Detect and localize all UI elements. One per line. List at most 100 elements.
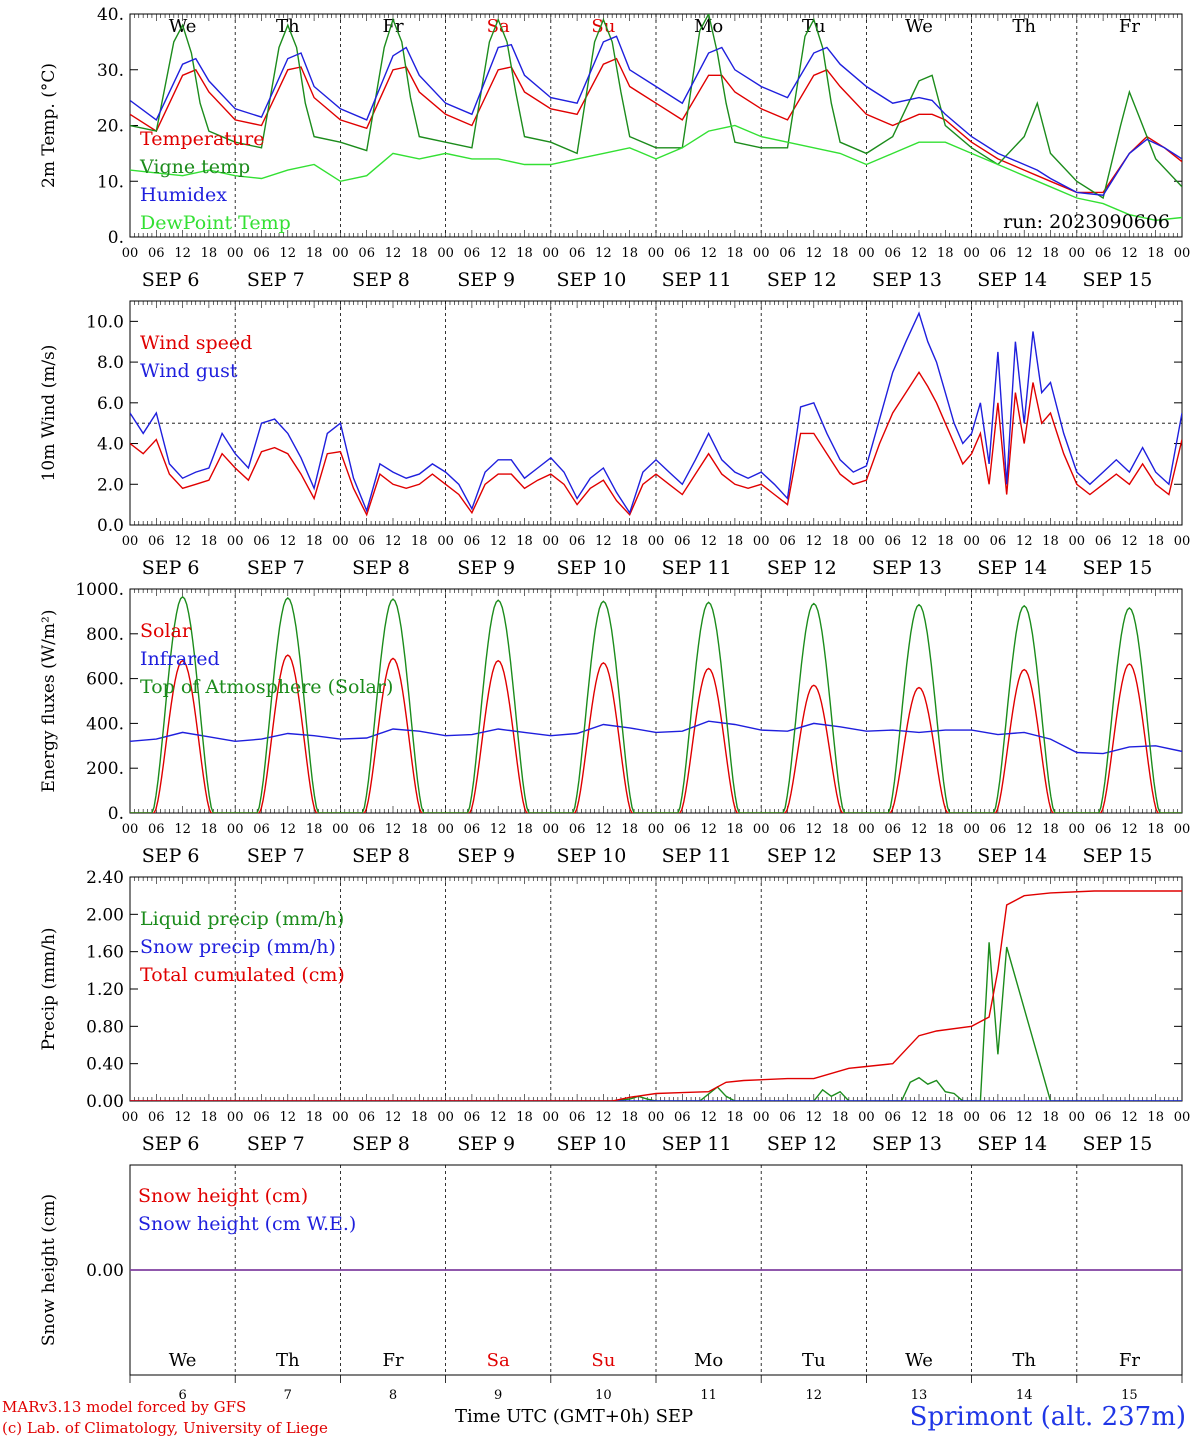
day-number-label: 6 xyxy=(178,1388,186,1403)
hour-tick-label: 18 xyxy=(727,246,744,261)
hour-tick-label: 12 xyxy=(280,534,297,549)
hour-tick-label: 18 xyxy=(832,1110,849,1125)
date-label: SEP 14 xyxy=(977,269,1047,291)
hour-tick-label: 06 xyxy=(253,534,270,549)
date-label: SEP 14 xyxy=(977,845,1047,867)
y-tick-label: 1.20 xyxy=(86,980,124,1000)
hour-tick-label: 12 xyxy=(595,822,612,837)
series-line-wind-gust xyxy=(130,311,1182,515)
date-label: SEP 13 xyxy=(872,845,942,867)
x-axis-title: Time UTC (GMT+0h) SEP xyxy=(455,1406,694,1427)
y-tick-label: 400. xyxy=(86,714,124,734)
date-label: SEP 8 xyxy=(352,845,410,867)
hour-tick-label: 00 xyxy=(963,534,980,549)
series-line-infrared xyxy=(130,720,1182,755)
date-label: SEP 9 xyxy=(457,557,515,579)
y-axis-label: 10m Wind (m/s) xyxy=(39,345,59,482)
hour-tick-label: 00 xyxy=(122,1110,139,1125)
hour-tick-label: 00 xyxy=(1069,534,1086,549)
day-number-label: 8 xyxy=(389,1388,397,1403)
y-tick-label: 40. xyxy=(97,5,124,25)
hour-tick-label: 00 xyxy=(753,1110,770,1125)
series-line-temperature xyxy=(130,57,1182,194)
hour-tick-label: 12 xyxy=(911,246,928,261)
day-number-label: 14 xyxy=(1016,1388,1033,1403)
hour-tick-label: 06 xyxy=(148,246,165,261)
hour-tick-label: 18 xyxy=(1042,534,1059,549)
date-label: SEP 10 xyxy=(556,269,626,291)
hour-tick-label: 12 xyxy=(385,822,402,837)
y-tick-label: 1.60 xyxy=(86,943,124,963)
weekday-label: Sa xyxy=(487,16,510,37)
hour-tick-label: 00 xyxy=(437,246,454,261)
hour-tick-label: 12 xyxy=(911,822,928,837)
series-line-top-of-atmosphere-solar xyxy=(130,595,1182,813)
hour-tick-label: 00 xyxy=(753,246,770,261)
hour-tick-label: 06 xyxy=(884,246,901,261)
weekday-label: We xyxy=(905,16,933,37)
y-tick-label: 4.0 xyxy=(97,435,124,455)
hour-tick-label: 12 xyxy=(1016,822,1033,837)
weekday-label: Th xyxy=(276,1350,300,1371)
hour-tick-label: 00 xyxy=(1069,822,1086,837)
legend-entry: DewPoint Temp xyxy=(140,212,291,234)
date-label: SEP 14 xyxy=(977,557,1047,579)
y-tick-label: 0.40 xyxy=(86,1055,124,1075)
day-number-label: 11 xyxy=(700,1388,717,1403)
y-tick-label: 6.0 xyxy=(97,394,124,414)
weekday-label: Tu xyxy=(802,1350,826,1371)
hour-tick-label: 06 xyxy=(1095,1110,1112,1125)
chart-snow: 0.00 Snow height (cm) 6 7 8 9 10 11 12 13 14 15 We Th… xyxy=(39,1164,1183,1403)
date-label: SEP 12 xyxy=(767,845,837,867)
hour-tick-label: 18 xyxy=(1147,246,1164,261)
weekday-label: Su xyxy=(591,16,615,37)
hour-tick-label: 00 xyxy=(1174,822,1191,837)
hour-tick-label: 00 xyxy=(963,246,980,261)
hour-tick-label: 00 xyxy=(227,534,244,549)
hour-tick-label: 06 xyxy=(990,534,1007,549)
y-tick-label: 2.0 xyxy=(97,475,124,495)
hour-tick-label: 00 xyxy=(1174,1110,1191,1125)
hour-tick-label: 00 xyxy=(1174,246,1191,261)
hour-tick-label: 06 xyxy=(779,1110,796,1125)
series-line-vigne-temp xyxy=(130,14,1182,200)
hour-tick-label: 00 xyxy=(648,534,665,549)
series-line-dewpoint-temp xyxy=(130,124,1182,222)
hour-tick-label: 12 xyxy=(1016,1110,1033,1125)
date-label: SEP 9 xyxy=(457,1133,515,1155)
hour-tick-label: 18 xyxy=(621,534,638,549)
y-tick-label: 8.0 xyxy=(97,353,124,373)
hour-tick-label: 12 xyxy=(174,822,191,837)
weekday-label: Su xyxy=(591,1350,615,1371)
date-label: SEP 15 xyxy=(1082,269,1152,291)
legend-entry: Humidex xyxy=(140,184,227,206)
y-tick-label: 2.00 xyxy=(86,905,124,925)
date-label: SEP 7 xyxy=(247,1133,305,1155)
y-tick-label: 800. xyxy=(86,625,124,645)
y-axis-label: 2m Temp. (°C) xyxy=(39,63,59,188)
hour-tick-label: 00 xyxy=(122,534,139,549)
hour-tick-label: 00 xyxy=(963,822,980,837)
date-label: SEP 10 xyxy=(556,557,626,579)
legend-entry: Vigne temp xyxy=(139,156,250,178)
y-tick-label: 0. xyxy=(108,228,124,248)
hour-tick-label: 06 xyxy=(253,246,270,261)
hour-tick-label: 06 xyxy=(674,534,691,549)
date-label: SEP 12 xyxy=(767,269,837,291)
hour-tick-label: 12 xyxy=(174,246,191,261)
hour-tick-label: 06 xyxy=(990,1110,1007,1125)
date-label: SEP 11 xyxy=(662,1133,732,1155)
hour-tick-label: 00 xyxy=(963,1110,980,1125)
hour-tick-label: 06 xyxy=(884,1110,901,1125)
hour-tick-label: 06 xyxy=(779,534,796,549)
day-number-label: 12 xyxy=(806,1388,823,1403)
hour-tick-label: 12 xyxy=(490,534,507,549)
hour-tick-label: 06 xyxy=(884,822,901,837)
legend-entry: Wind gust xyxy=(140,360,238,382)
hour-tick-label: 18 xyxy=(201,822,218,837)
hour-tick-label: 12 xyxy=(174,1110,191,1125)
hour-tick-label: 12 xyxy=(490,1110,507,1125)
weekday-label: We xyxy=(905,1350,933,1371)
date-label: SEP 7 xyxy=(247,269,305,291)
